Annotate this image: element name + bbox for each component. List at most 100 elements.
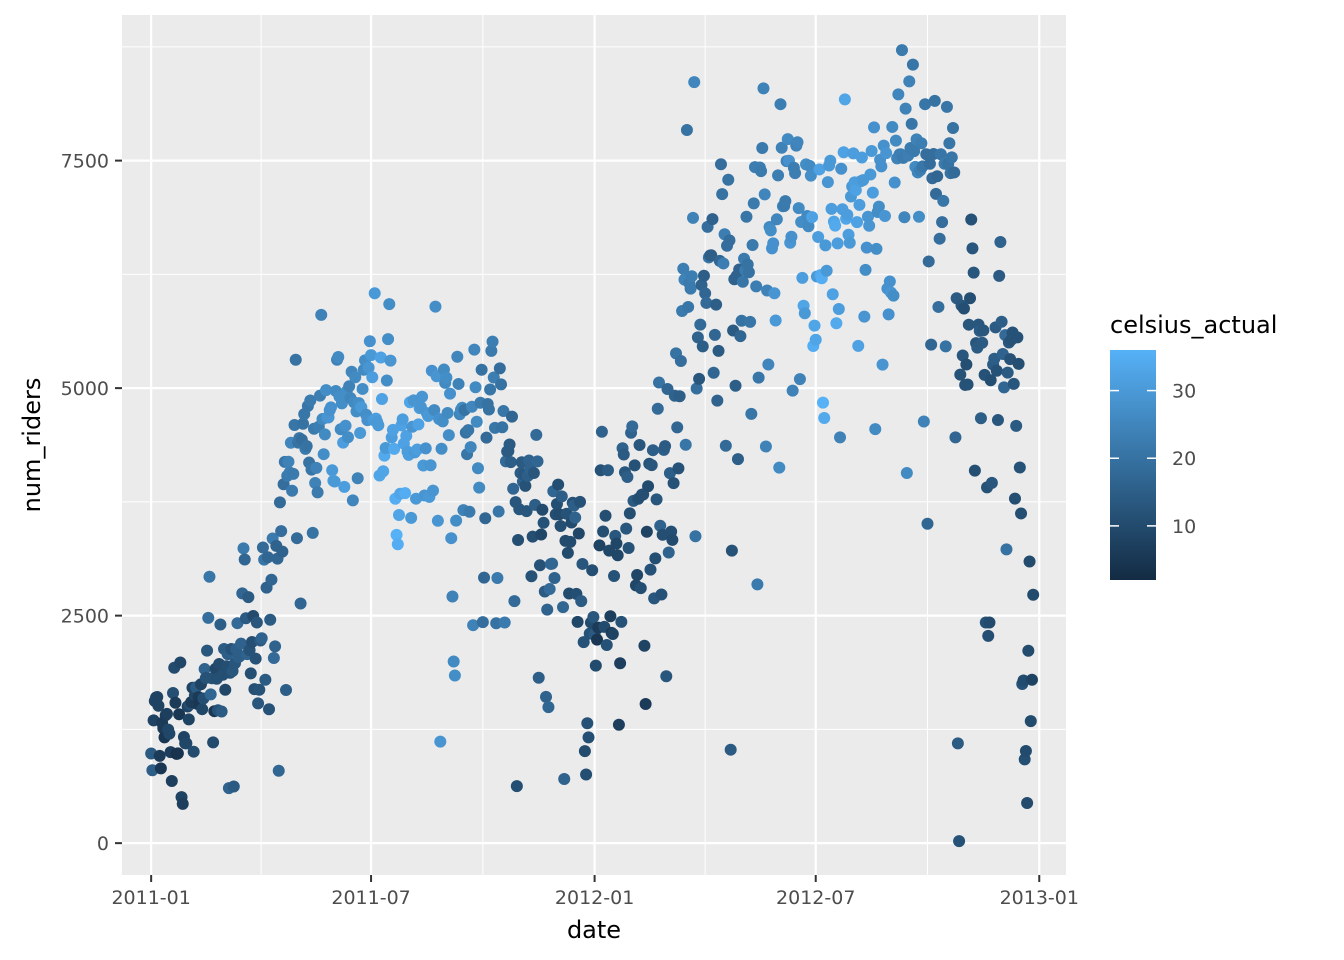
data-point: [809, 333, 822, 346]
data-point: [442, 429, 455, 442]
data-point: [554, 519, 567, 532]
data-point: [937, 194, 950, 207]
data-point: [608, 570, 621, 583]
data-point: [868, 121, 881, 134]
data-point: [493, 362, 506, 375]
data-point: [991, 414, 1004, 427]
data-point: [888, 176, 901, 189]
data-point: [435, 442, 448, 455]
data-point: [343, 380, 356, 393]
x-axis-title: date: [567, 916, 621, 944]
data-point: [865, 145, 878, 158]
data-point: [280, 683, 293, 696]
data-point: [215, 705, 228, 718]
data-point: [640, 525, 653, 538]
data-point: [351, 472, 364, 485]
data-point: [1024, 715, 1037, 728]
data-point: [273, 496, 286, 509]
data-point: [201, 644, 214, 657]
legend-tick-label: 20: [1172, 448, 1196, 470]
data-point: [196, 703, 209, 716]
data-point: [267, 652, 280, 665]
data-point: [883, 275, 896, 288]
x-tick-label: 2013-01: [1000, 887, 1079, 909]
data-point: [798, 307, 811, 320]
data-point: [852, 339, 865, 352]
data-point: [875, 160, 888, 173]
data-point: [779, 195, 792, 208]
data-point: [876, 358, 889, 371]
data-point: [994, 235, 1007, 248]
data-point: [789, 167, 802, 180]
data-point: [697, 269, 710, 282]
data-point: [577, 636, 590, 649]
data-point: [527, 467, 540, 480]
data-point: [374, 351, 387, 364]
data-point: [532, 671, 545, 684]
data-point: [393, 508, 405, 521]
data-point: [829, 219, 842, 232]
data-point: [620, 522, 633, 535]
data-point: [462, 424, 475, 437]
y-tick-label: 5000: [61, 378, 109, 400]
data-point: [244, 667, 257, 680]
data-point: [176, 797, 189, 810]
data-point: [326, 464, 339, 477]
data-point: [169, 696, 182, 709]
data-point: [694, 318, 707, 331]
data-point: [662, 546, 675, 559]
data-point: [558, 772, 571, 785]
data-point: [1011, 331, 1024, 344]
data-point: [957, 302, 970, 315]
data-point: [429, 300, 442, 313]
data-point: [621, 471, 634, 484]
legend: celsius_actual 10 20 30: [1110, 311, 1277, 580]
data-point: [855, 151, 868, 164]
data-point: [803, 159, 816, 172]
data-point: [922, 255, 935, 268]
data-point: [485, 344, 498, 357]
data-point: [744, 315, 757, 328]
data-point: [552, 478, 565, 491]
data-point: [740, 210, 753, 223]
data-point: [207, 736, 220, 749]
data-point: [365, 349, 378, 362]
data-point: [792, 202, 805, 215]
data-point: [756, 141, 769, 154]
data-point: [520, 505, 533, 518]
data-point: [892, 88, 905, 101]
data-point: [276, 545, 289, 558]
data-point: [940, 100, 953, 113]
data-point: [968, 464, 981, 477]
data-point: [951, 737, 964, 750]
data-point: [615, 615, 628, 628]
data-point: [747, 197, 760, 210]
data-point: [1025, 673, 1038, 686]
data-point: [542, 701, 555, 714]
data-point: [835, 162, 848, 175]
data-point: [905, 117, 918, 130]
data-point: [452, 377, 465, 390]
data-point: [882, 308, 895, 321]
data-point: [587, 611, 600, 623]
data-point: [706, 213, 719, 226]
data-point: [444, 387, 457, 400]
data-point: [315, 308, 328, 321]
data-point: [446, 590, 459, 603]
data-point: [264, 613, 277, 626]
data-point: [977, 324, 990, 337]
data-point: [507, 482, 520, 495]
x-axis: 2011-01 2011-07 2012-01 2012-07 2013-01: [111, 875, 1079, 909]
data-point: [734, 330, 747, 343]
data-point: [530, 428, 543, 441]
data-point: [751, 578, 764, 591]
data-point: [688, 76, 701, 89]
data-point: [510, 780, 523, 793]
data-point: [154, 762, 167, 775]
data-point: [419, 442, 432, 455]
data-point: [479, 512, 492, 525]
data-point: [826, 288, 839, 301]
data-point: [831, 237, 844, 250]
data-point: [622, 542, 635, 555]
data-point: [769, 314, 782, 327]
